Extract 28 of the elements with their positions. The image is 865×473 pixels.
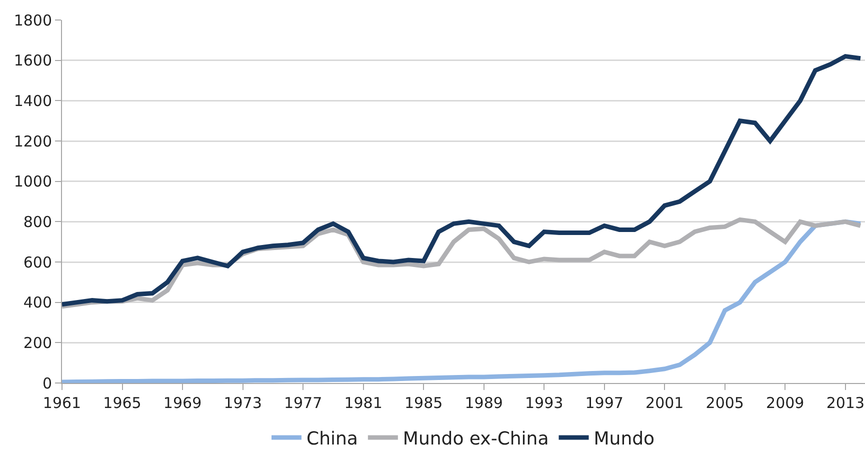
x-tick-label: 2005 (706, 394, 744, 412)
x-tick-label: 1977 (284, 394, 322, 412)
y-tick-label: 1600 (14, 52, 52, 70)
x-tick-label: 1965 (103, 394, 142, 412)
x-tick-label: 2001 (646, 394, 684, 412)
legend-label: Mundo (594, 428, 655, 450)
x-tick-label: 1989 (464, 394, 503, 412)
legend-label: Mundo ex-China (402, 428, 549, 450)
y-tick-label: 800 (23, 212, 52, 231)
y-tick-label: 1200 (14, 132, 52, 150)
line-series (62, 54, 863, 307)
x-tick-label: 1985 (404, 394, 443, 412)
x-tick-label: 1997 (585, 394, 624, 412)
x-tick-label: 2013 (826, 394, 865, 412)
y-tick-label: 600 (23, 253, 52, 272)
y-tick-label: 1000 (14, 172, 52, 191)
y-tick-label: 200 (23, 334, 52, 352)
x-tick-label: 1981 (344, 394, 382, 412)
x-tick-label: 1961 (42, 394, 82, 412)
x-tick-label: 1973 (224, 394, 262, 412)
y-tick-label: 1800 (14, 11, 52, 30)
x-tick-label: 2009 (766, 394, 804, 412)
y-tick-label: 400 (23, 294, 52, 312)
y-tick-label: 1400 (14, 92, 52, 110)
x-tick-label: 1993 (525, 394, 564, 412)
y-tick-label: 0 (42, 374, 52, 392)
x-tick-label: 1969 (163, 394, 202, 412)
legend-label: China (306, 428, 358, 450)
